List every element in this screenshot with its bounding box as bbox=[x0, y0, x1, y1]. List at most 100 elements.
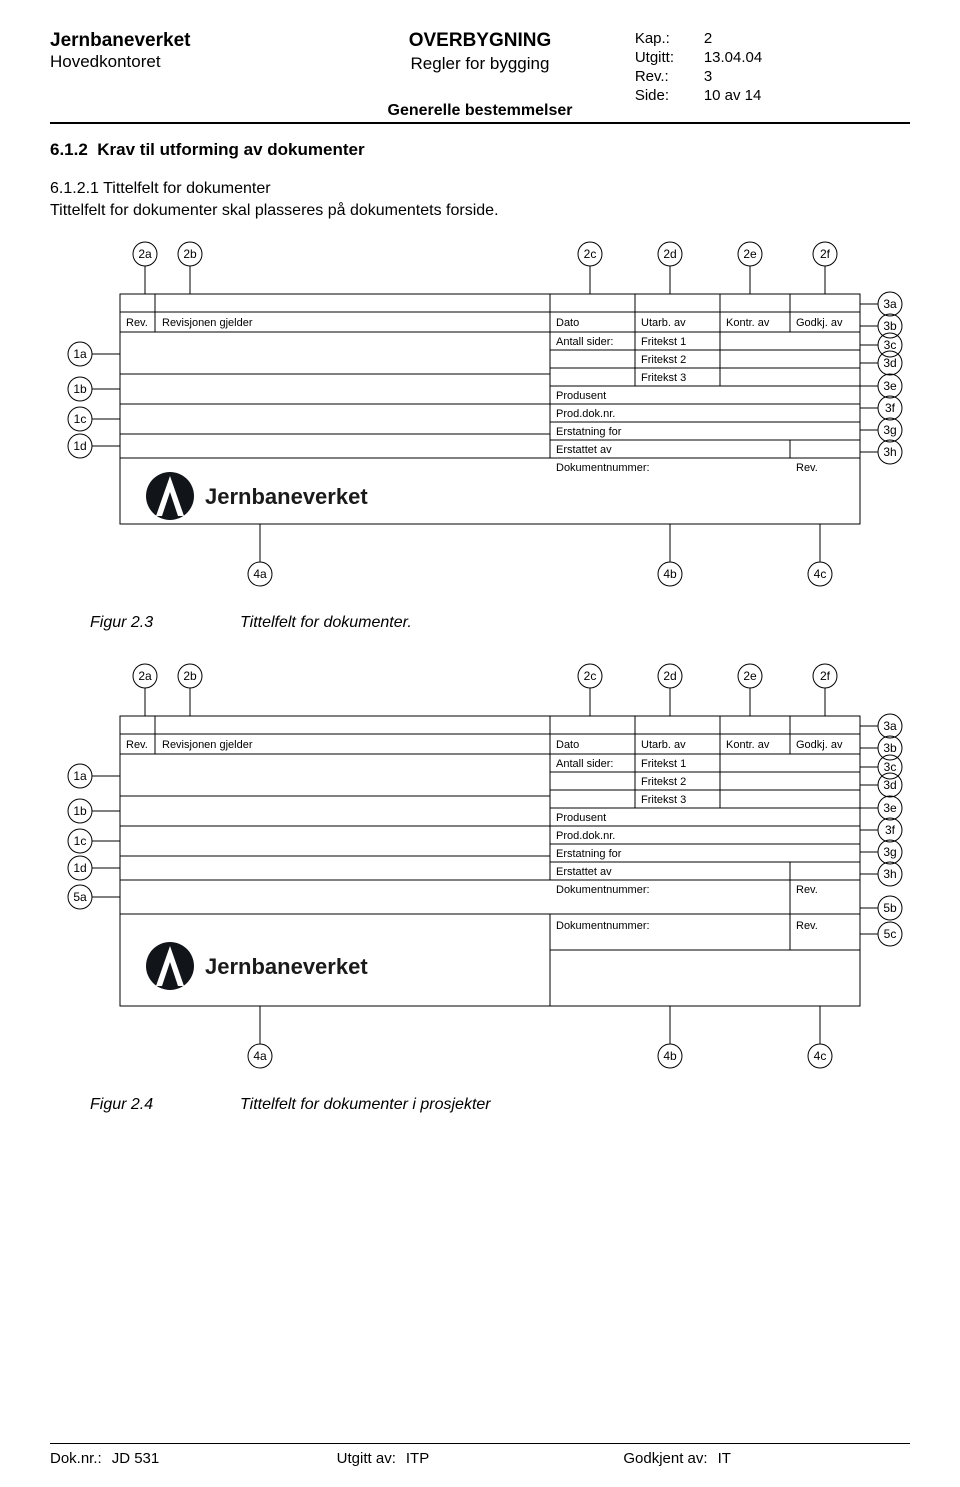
svg-text:Antall sider:: Antall sider: bbox=[556, 758, 613, 770]
svg-text:Rev.: Rev. bbox=[796, 462, 818, 474]
svg-text:2a: 2a bbox=[138, 247, 152, 261]
svg-text:3f: 3f bbox=[885, 401, 896, 415]
svg-text:Rev.: Rev. bbox=[126, 317, 148, 329]
svg-text:2e: 2e bbox=[743, 669, 757, 683]
svg-text:4b: 4b bbox=[663, 567, 677, 581]
svg-text:Revisjonen gjelder: Revisjonen gjelder bbox=[162, 317, 253, 329]
svg-text:1a: 1a bbox=[73, 347, 87, 361]
svg-text:Dato: Dato bbox=[556, 739, 579, 751]
svg-text:4c: 4c bbox=[814, 1049, 827, 1063]
svg-text:2d: 2d bbox=[663, 669, 676, 683]
subsection-text: Tittelfelt for dokumenter skal plasseres… bbox=[50, 202, 910, 220]
svg-text:1d: 1d bbox=[73, 861, 86, 875]
svg-text:2d: 2d bbox=[663, 247, 676, 261]
svg-text:2f: 2f bbox=[820, 247, 831, 261]
svg-text:3d: 3d bbox=[883, 778, 896, 792]
svg-text:2c: 2c bbox=[584, 247, 597, 261]
section-heading: 6.1.2 Krav til utforming av dokumenter bbox=[50, 140, 910, 160]
svg-text:2b: 2b bbox=[183, 669, 197, 683]
svg-text:Fritekst 2: Fritekst 2 bbox=[641, 776, 686, 788]
svg-text:3g: 3g bbox=[883, 845, 896, 859]
svg-text:Antall sider:: Antall sider: bbox=[556, 336, 613, 348]
svg-text:5a: 5a bbox=[73, 890, 87, 904]
jernbaneverket-logo-icon: Jernbaneverket bbox=[146, 472, 368, 520]
svg-text:Fritekst 1: Fritekst 1 bbox=[641, 336, 686, 348]
svg-text:1d: 1d bbox=[73, 439, 86, 453]
titleblock-diagram-2: Rev. Revisjonen gjelder Dato Utarb. av K… bbox=[50, 656, 910, 1086]
svg-text:Rev.: Rev. bbox=[796, 884, 818, 896]
subsection-heading: 6.1.2.1 Tittelfelt for dokumenter bbox=[50, 180, 910, 198]
svg-text:1a: 1a bbox=[73, 769, 87, 783]
svg-text:Erstattet av: Erstattet av bbox=[556, 444, 612, 456]
svg-text:2a: 2a bbox=[138, 669, 152, 683]
svg-text:3e: 3e bbox=[883, 379, 897, 393]
svg-text:3e: 3e bbox=[883, 801, 897, 815]
figure-2-3-caption: Figur 2.3 Tittelfelt for dokumenter. bbox=[90, 614, 910, 632]
header-title2: Regler for bygging bbox=[325, 54, 635, 74]
svg-text:3f: 3f bbox=[885, 823, 896, 837]
svg-text:3g: 3g bbox=[883, 423, 896, 437]
svg-text:Dokumentnummer:: Dokumentnummer: bbox=[556, 920, 650, 932]
svg-text:3a: 3a bbox=[883, 297, 897, 311]
svg-text:Kontr. av: Kontr. av bbox=[726, 317, 770, 329]
svg-text:4c: 4c bbox=[814, 567, 827, 581]
svg-text:Fritekst 1: Fritekst 1 bbox=[641, 758, 686, 770]
svg-text:4a: 4a bbox=[253, 567, 267, 581]
svg-text:2c: 2c bbox=[584, 669, 597, 683]
doc-header: Jernbaneverket Hovedkontoret OVERBYGNING… bbox=[50, 30, 910, 120]
svg-text:Erstatning for: Erstatning for bbox=[556, 848, 622, 860]
svg-text:5b: 5b bbox=[883, 901, 897, 915]
header-office: Hovedkontoret bbox=[50, 52, 325, 72]
svg-text:Erstattet av: Erstattet av bbox=[556, 866, 612, 878]
svg-text:3d: 3d bbox=[883, 356, 896, 370]
svg-text:3c: 3c bbox=[884, 338, 897, 352]
svg-text:Kontr. av: Kontr. av bbox=[726, 739, 770, 751]
svg-text:2b: 2b bbox=[183, 247, 197, 261]
svg-text:2e: 2e bbox=[743, 247, 757, 261]
svg-text:2f: 2f bbox=[820, 669, 831, 683]
header-section: Generelle bestemmelser bbox=[325, 102, 635, 120]
svg-text:1c: 1c bbox=[74, 412, 87, 426]
header-meta: Kap.:2 Utgitt:13.04.04 Rev.:3 Side:10 av… bbox=[635, 30, 910, 106]
figure-2-4-caption: Figur 2.4 Tittelfelt for dokumenter i pr… bbox=[90, 1096, 910, 1114]
svg-text:Produsent: Produsent bbox=[556, 390, 606, 402]
svg-text:Revisjonen gjelder: Revisjonen gjelder bbox=[162, 739, 253, 751]
svg-text:Fritekst 3: Fritekst 3 bbox=[641, 372, 686, 384]
header-org: Jernbaneverket bbox=[50, 30, 325, 52]
svg-text:Godkj. av: Godkj. av bbox=[796, 739, 843, 751]
figure-2-4: Rev. Revisjonen gjelder Dato Utarb. av K… bbox=[50, 656, 910, 1086]
svg-text:3b: 3b bbox=[883, 741, 897, 755]
header-title1: OVERBYGNING bbox=[325, 30, 635, 52]
svg-text:Prod.dok.nr.: Prod.dok.nr. bbox=[556, 830, 615, 842]
svg-text:4a: 4a bbox=[253, 1049, 267, 1063]
svg-text:1b: 1b bbox=[73, 382, 87, 396]
svg-text:3h: 3h bbox=[883, 445, 896, 459]
svg-text:5c: 5c bbox=[884, 927, 897, 941]
svg-text:1c: 1c bbox=[74, 834, 87, 848]
svg-text:3c: 3c bbox=[884, 760, 897, 774]
svg-text:Dokumentnummer:: Dokumentnummer: bbox=[556, 462, 650, 474]
svg-text:Utarb. av: Utarb. av bbox=[641, 317, 686, 329]
svg-text:Dokumentnummer:: Dokumentnummer: bbox=[556, 884, 650, 896]
svg-text:1b: 1b bbox=[73, 804, 87, 818]
svg-text:3h: 3h bbox=[883, 867, 896, 881]
svg-text:Rev.: Rev. bbox=[126, 739, 148, 751]
svg-text:3b: 3b bbox=[883, 319, 897, 333]
titleblock-diagram-1: Rev. Revisjonen gjelder Dato Utarb. av K… bbox=[50, 234, 910, 604]
svg-text:3a: 3a bbox=[883, 719, 897, 733]
doc-footer: Dok.nr.:JD 531 Utgitt av:ITP Godkjent av… bbox=[50, 1443, 910, 1467]
svg-text:Fritekst 2: Fritekst 2 bbox=[641, 354, 686, 366]
svg-text:Produsent: Produsent bbox=[556, 812, 606, 824]
svg-text:Rev.: Rev. bbox=[796, 920, 818, 932]
svg-text:Prod.dok.nr.: Prod.dok.nr. bbox=[556, 408, 615, 420]
header-rule bbox=[50, 122, 910, 124]
svg-text:Godkj. av: Godkj. av bbox=[796, 317, 843, 329]
svg-text:Dato: Dato bbox=[556, 317, 579, 329]
svg-text:Fritekst 3: Fritekst 3 bbox=[641, 794, 686, 806]
svg-text:4b: 4b bbox=[663, 1049, 677, 1063]
svg-text:Erstatning for: Erstatning for bbox=[556, 426, 622, 438]
jernbaneverket-logo-icon: Jernbaneverket bbox=[146, 942, 368, 990]
svg-text:Jernbaneverket: Jernbaneverket bbox=[205, 954, 368, 979]
svg-text:Jernbaneverket: Jernbaneverket bbox=[205, 484, 368, 509]
svg-text:Utarb. av: Utarb. av bbox=[641, 739, 686, 751]
